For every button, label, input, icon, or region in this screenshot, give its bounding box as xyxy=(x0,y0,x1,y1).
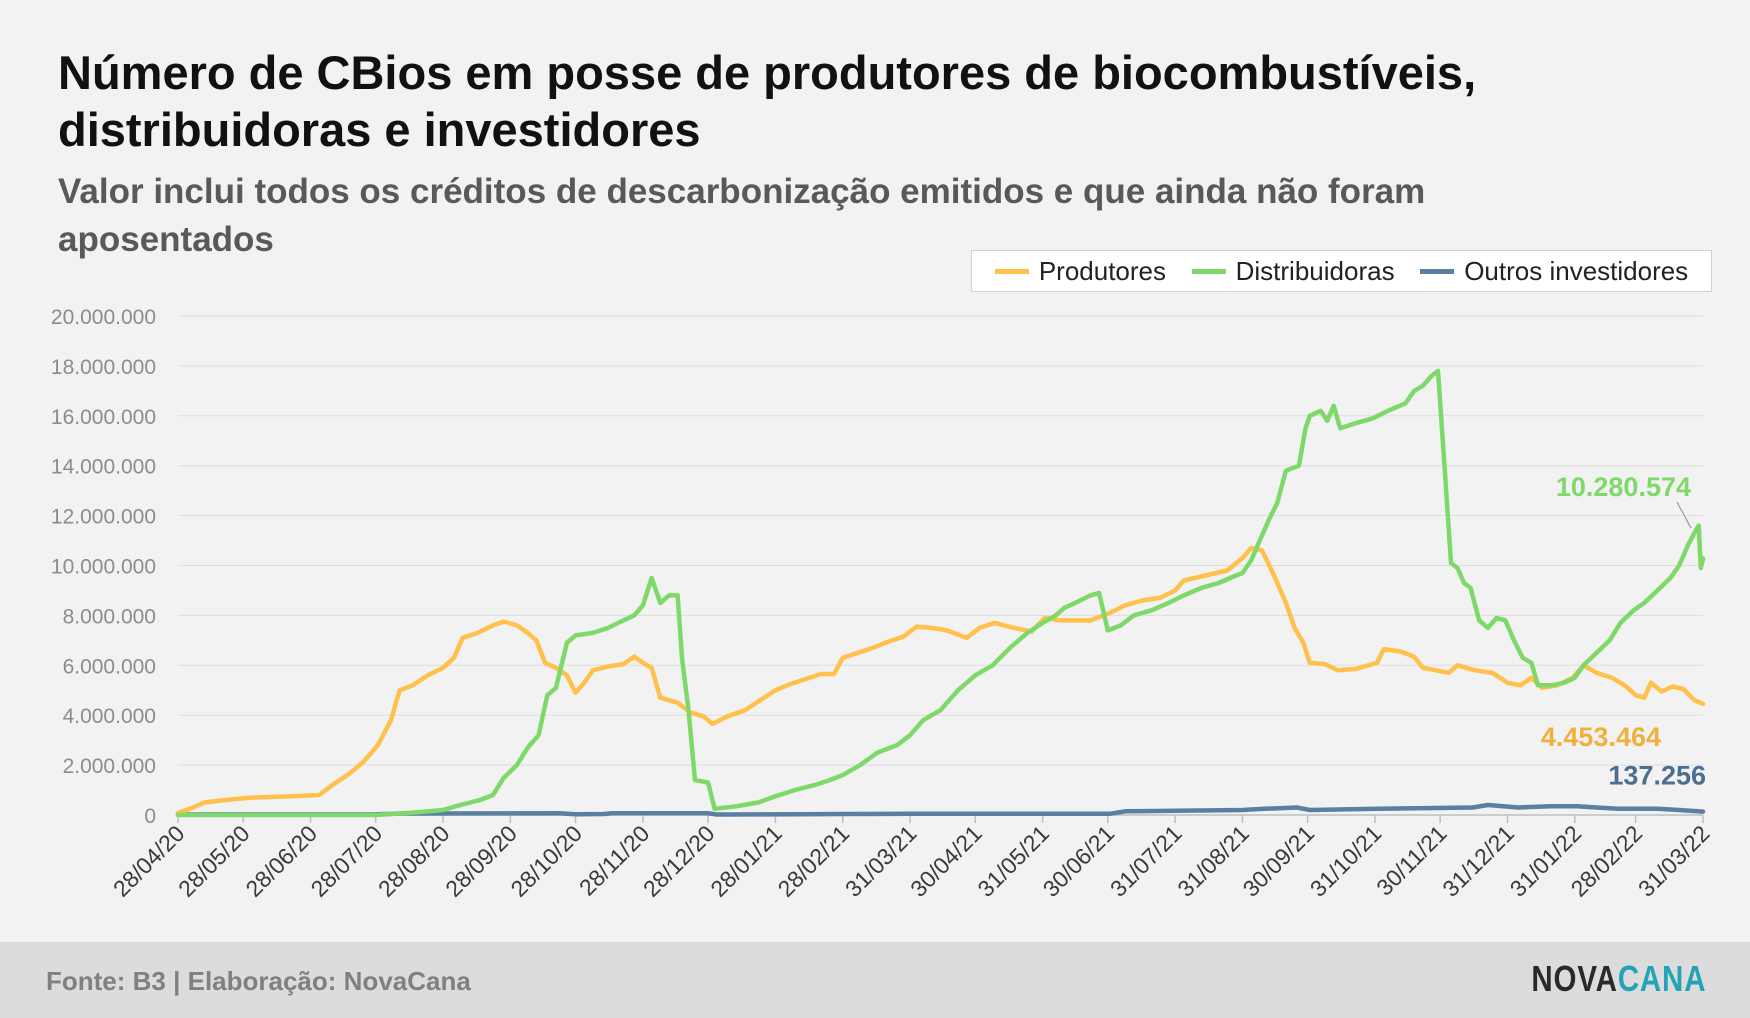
chart-title: Número de CBios em posse de produtores d… xyxy=(58,46,1477,156)
y-tick-label: 4.000.000 xyxy=(63,705,156,728)
end-label-distribuidoras: 10.280.574 xyxy=(1556,472,1691,502)
x-tick-label: 30/06/21 xyxy=(1038,820,1120,902)
x-tick-label: 30/11/21 xyxy=(1371,820,1451,900)
series-lines xyxy=(175,368,1706,818)
y-tick-label: 18.000.000 xyxy=(51,356,156,379)
brand-logo-part1: NOVA xyxy=(1531,958,1618,999)
x-tick-label: 31/03/21 xyxy=(840,820,922,902)
y-tick-label: 6.000.000 xyxy=(63,655,156,678)
end-label-outros: 137.256 xyxy=(1608,761,1706,791)
end-label-produtores: 4.453.464 xyxy=(1541,722,1661,752)
legend-swatch-outros xyxy=(1420,268,1455,274)
y-axis: 0 2.000.000 4.000.000 6.000.000 8.000.000 10.… xyxy=(51,306,156,828)
series-line-produtores xyxy=(175,545,1706,816)
x-tick-label: 31/10/21 xyxy=(1305,820,1387,902)
x-tick-label: 28/02/21 xyxy=(773,820,855,902)
x-tick-label: 28/07/20 xyxy=(306,820,388,902)
brand-logo: NOVACANA xyxy=(1531,958,1706,1000)
line-chart: 0 2.000.000 4.000.000 6.000.000 8.000.000 10.… xyxy=(51,306,1715,902)
x-tick-label: 28/05/20 xyxy=(173,820,255,902)
x-tick-label: 28/01/21 xyxy=(705,820,787,902)
source-note: Fonte: B3 | Elaboração: NovaCana xyxy=(46,966,471,996)
x-tick-label: 31/03/22 xyxy=(1633,820,1715,902)
legend-label-produtores: Produtores xyxy=(1038,255,1166,286)
end-labels: 4.453.464 10.280.574 137.256 xyxy=(1541,472,1706,791)
x-tick-label: 28/10/20 xyxy=(505,820,587,902)
y-tick-label: 8.000.000 xyxy=(63,605,156,628)
footer-bar: Fonte: B3 | Elaboração: NovaCana NOVACAN… xyxy=(0,942,1750,1018)
x-tick-label: 31/08/21 xyxy=(1172,820,1254,902)
x-tick-label: 28/06/20 xyxy=(240,820,322,902)
grid-lines xyxy=(178,315,1703,816)
y-tick-label: 0 xyxy=(144,805,156,828)
y-tick-label: 10.000.000 xyxy=(51,556,156,579)
series-line-distribuidoras xyxy=(175,368,1706,818)
leader-line-distribuidoras xyxy=(1676,501,1692,529)
x-tick-label: 28/12/20 xyxy=(638,820,720,902)
x-tick-label: 28/04/20 xyxy=(108,820,190,902)
x-tick-label: 31/05/21 xyxy=(972,820,1054,902)
y-tick-label: 20.000.000 xyxy=(51,306,156,329)
legend-swatch-distribuidoras xyxy=(1191,268,1226,274)
x-axis: 28/04/2028/05/2028/06/2028/07/2028/08/20… xyxy=(108,815,1715,902)
y-tick-label: 2.000.000 xyxy=(63,755,156,778)
brand-logo-part2: CANA xyxy=(1617,958,1706,999)
x-tick-label: 31/12/21 xyxy=(1437,820,1519,902)
x-tick-label: 30/09/21 xyxy=(1237,820,1319,902)
series-line-outros xyxy=(175,802,1706,817)
x-tick-label: 31/07/21 xyxy=(1105,820,1187,902)
chart-subtitle: Valor inclui todos os créditos de descar… xyxy=(58,172,1426,259)
legend-entry-produtores: Produtores xyxy=(994,255,1166,287)
legend-entry-outros: Outros investidores xyxy=(1420,256,1688,287)
chart-legend: Produtores Distribuidoras Outros investi… xyxy=(971,250,1712,292)
y-tick-label: 16.000.000 xyxy=(51,406,156,429)
x-tick-label: 28/09/20 xyxy=(440,820,522,902)
legend-swatch-produtores xyxy=(994,268,1029,274)
legend-entry-distribuidoras: Distribuidoras xyxy=(1191,255,1395,287)
y-tick-label: 14.000.000 xyxy=(51,456,156,479)
y-tick-label: 12.000.000 xyxy=(51,506,156,529)
legend-label-outros: Outros investidores xyxy=(1464,255,1689,286)
x-tick-label: 30/04/21 xyxy=(905,820,987,902)
x-tick-label: 28/08/20 xyxy=(373,820,455,902)
legend-label-distribuidoras: Distribuidoras xyxy=(1235,255,1395,286)
